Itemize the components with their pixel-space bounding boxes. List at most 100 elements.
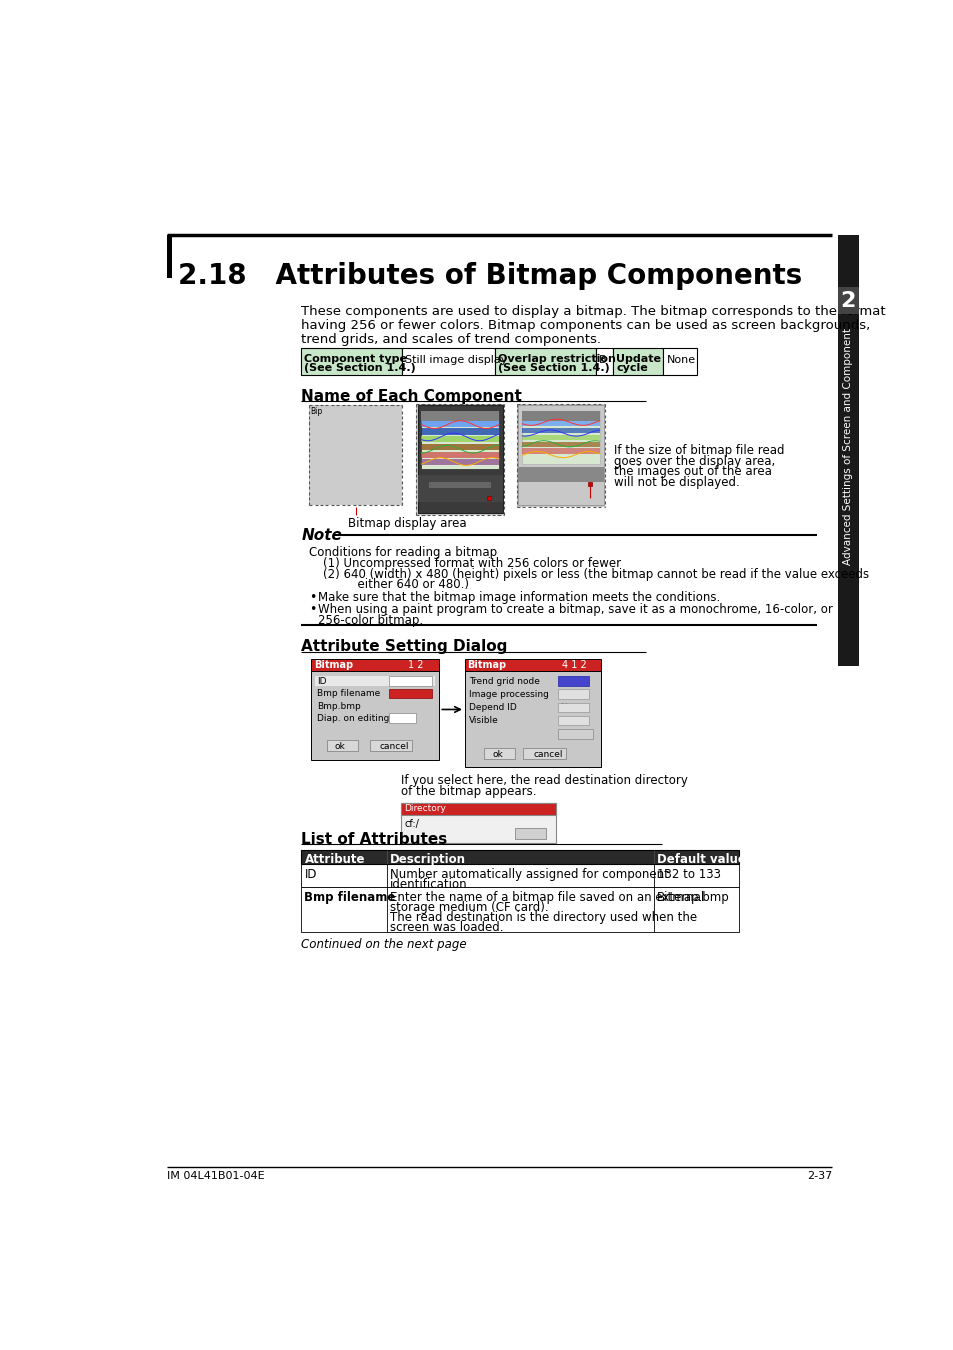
Bar [558, 702, 588, 711]
Bar [311, 659, 439, 671]
Bar [558, 729, 592, 738]
Text: Depend ID: Depend ID [468, 703, 516, 713]
Bar [558, 690, 588, 699]
Bar [662, 348, 696, 374]
Text: trend grids, and scales of trend components.: trend grids, and scales of trend compone… [301, 333, 600, 346]
Text: Conditions for reading a bitmap: Conditions for reading a bitmap [309, 547, 497, 559]
Text: These components are used to display a bitmap. The bitmap corresponds to the for: These components are used to display a b… [301, 305, 885, 319]
Text: on: on [559, 717, 571, 725]
Bar [421, 451, 498, 458]
Bar [389, 713, 416, 722]
Text: Note: Note [301, 528, 342, 543]
Bar [416, 404, 504, 514]
Text: ok: ok [492, 749, 502, 759]
Text: •: • [309, 591, 316, 603]
Text: (1) Uncompressed format with 256 colors or fewer: (1) Uncompressed format with 256 colors … [323, 558, 620, 570]
Bar [311, 671, 439, 760]
Bar [521, 412, 599, 464]
Text: 0: 0 [404, 678, 410, 686]
Bar [464, 659, 599, 671]
Text: 132 to 133: 132 to 133 [657, 868, 720, 882]
Bar [521, 428, 599, 433]
Text: IM 04L41B01-04E: IM 04L41B01-04E [167, 1172, 265, 1181]
Bar [596, 348, 612, 374]
Bar [612, 348, 662, 374]
Text: Trend grid node: Trend grid node [468, 678, 539, 686]
Text: Update: Update [616, 354, 660, 363]
Bar [389, 676, 431, 686]
Text: off: off [559, 690, 572, 699]
Text: 256-color bitmap.: 256-color bitmap. [318, 614, 423, 626]
Text: 1 2: 1 2 [408, 660, 423, 670]
Bar [521, 421, 599, 427]
Text: If the size of bitmap file read: If the size of bitmap file read [613, 444, 783, 456]
Text: either 640 or 480.): either 640 or 480.) [335, 578, 469, 591]
Text: TRG2946 +: TRG2946 + [523, 413, 559, 418]
Bar [421, 412, 498, 421]
Text: (See Section 1.4.): (See Section 1.4.) [497, 363, 609, 373]
Bar [517, 404, 604, 508]
Text: goes over the display area,: goes over the display area, [613, 455, 774, 467]
Bar [487, 497, 491, 500]
Text: Make sure that the bitmap image information meets the conditions.: Make sure that the bitmap image informat… [318, 591, 720, 603]
Text: Visible: Visible [468, 717, 498, 725]
Bar [389, 688, 431, 698]
Bar [301, 864, 739, 887]
Text: ok: ok [525, 830, 536, 840]
Bar [517, 467, 603, 482]
Text: (2) 640 (width) x 480 (height) pixels or less (the bitmap cannot be read if the : (2) 640 (width) x 480 (height) pixels or… [323, 568, 868, 580]
Text: Bitmap: Bitmap [314, 660, 353, 670]
Text: Enter the name of a bitmap file saved on an external: Enter the name of a bitmap file saved on… [390, 891, 703, 904]
Bar [429, 482, 491, 489]
Text: Directory: Directory [403, 805, 445, 813]
Text: None: None [559, 703, 583, 713]
Text: ID: ID [316, 678, 326, 686]
Text: the images out of the area: the images out of the area [613, 466, 771, 478]
Text: identification.: identification. [390, 878, 471, 891]
Bar [400, 803, 555, 844]
Text: will not be displayed.: will not be displayed. [613, 477, 739, 489]
Text: •: • [309, 603, 316, 616]
Bar [421, 459, 498, 466]
Text: When using a paint program to create a bitmap, save it as a monochrome, 16-color: When using a paint program to create a b… [318, 603, 832, 616]
Bar [837, 235, 858, 667]
Text: If you select here, the read destination directory: If you select here, the read destination… [400, 774, 687, 787]
Text: TRG2946 +: TRG2946 + [422, 413, 458, 418]
Text: off: off [565, 678, 578, 686]
Bar [522, 748, 565, 759]
Text: Bitmap: Bitmap [467, 660, 506, 670]
Text: Bip: Bip [311, 406, 322, 416]
Text: screen was loaded.: screen was loaded. [390, 921, 502, 934]
Bar [417, 475, 502, 502]
Bar [417, 405, 502, 513]
Text: 2-37: 2-37 [806, 1172, 831, 1181]
Text: List of Attributes: List of Attributes [301, 832, 447, 846]
Text: storage medium (CF card).: storage medium (CF card). [390, 902, 548, 914]
Bar [421, 412, 498, 470]
Bar [521, 441, 599, 447]
Text: Bmp filename: Bmp filename [316, 690, 379, 698]
Bar [587, 482, 592, 486]
Bar [369, 740, 412, 751]
Bar [167, 235, 172, 278]
Bar [402, 348, 495, 374]
Bar [327, 740, 357, 751]
Bar [421, 428, 498, 435]
Text: Name of Each Component: Name of Each Component [301, 389, 521, 404]
Text: Continued on the next page: Continued on the next page [301, 938, 467, 952]
Text: 2.18   Attributes of Bitmap Components: 2.18 Attributes of Bitmap Components [178, 262, 801, 290]
Bar [301, 850, 739, 864]
Text: cycle: cycle [616, 363, 647, 373]
Text: Bitmap.bmp: Bitmap.bmp [657, 891, 729, 904]
Text: Description: Description [390, 853, 465, 865]
Text: off: off [391, 714, 403, 724]
Text: Default value: Default value [657, 853, 745, 865]
Bar [517, 405, 603, 505]
Text: cancel: cancel [379, 741, 409, 751]
Bar [484, 748, 515, 759]
Text: Attribute Setting Dialog: Attribute Setting Dialog [301, 640, 507, 655]
Text: Sync act: Sync act [559, 730, 592, 740]
Text: ID: ID [304, 868, 316, 882]
Text: Still image display: Still image display [405, 355, 507, 364]
Text: Bmp filename: Bmp filename [304, 891, 395, 904]
